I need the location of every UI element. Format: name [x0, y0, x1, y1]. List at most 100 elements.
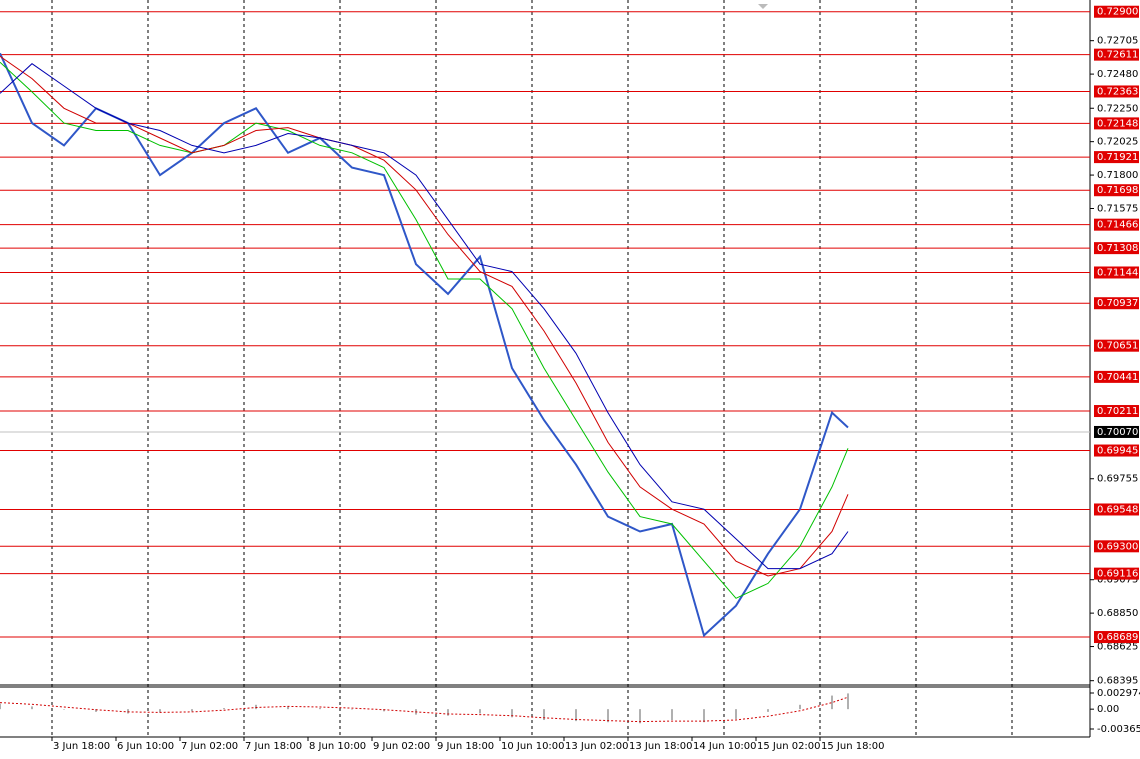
- vertical-grid: [51, 0, 1013, 737]
- osc-bar: [847, 693, 849, 710]
- level-label-box: [1094, 370, 1139, 383]
- level-label: 0.69300: [1097, 541, 1138, 552]
- level-label: 0.72900: [1097, 7, 1138, 18]
- y-tick-label: 0.72480: [1097, 69, 1138, 80]
- level-label-box: [1094, 151, 1139, 164]
- level-label: 0.69116: [1097, 569, 1138, 580]
- x-tick-label: 15 Jun 18:00: [821, 741, 885, 752]
- level-label: 0.72363: [1097, 86, 1138, 97]
- level-label: 0.72611: [1097, 50, 1138, 61]
- level-label-box: [1094, 444, 1139, 457]
- shift-marker: [758, 4, 768, 9]
- x-tick-label: 15 Jun 02:00: [757, 741, 821, 752]
- level-label-box: [1094, 540, 1139, 553]
- level-label-box: [1094, 5, 1139, 18]
- level-label: 0.70937: [1097, 298, 1138, 309]
- osc-bar: [319, 708, 321, 710]
- osc-bar: [127, 709, 129, 714]
- osc-bar: [511, 709, 513, 718]
- osc-bar: [447, 709, 449, 716]
- osc-bar: [223, 708, 225, 710]
- osc-bar: [671, 709, 673, 721]
- osc-bar: [287, 706, 289, 710]
- y-tick-label: 0.69075: [1097, 575, 1138, 586]
- level-label: 0.71308: [1097, 243, 1138, 254]
- x-tick-label: 13 Jun 18:00: [629, 741, 693, 752]
- level-label: 0.72148: [1097, 118, 1138, 129]
- level-label: 0.71144: [1097, 267, 1138, 278]
- y-tick-label: 0.72025: [1097, 137, 1138, 148]
- x-tick-label: 8 Jun 10:00: [309, 741, 366, 752]
- osc-bar: [735, 709, 737, 719]
- level-label: 0.70651: [1097, 341, 1138, 352]
- level-label: 0.68689: [1097, 632, 1138, 643]
- level-label-box: [1094, 339, 1139, 352]
- osc-bar: [639, 709, 641, 724]
- level-label-box: [1094, 567, 1139, 580]
- y-tick-label: 0.71800: [1097, 170, 1138, 181]
- x-tick-label: 3 Jun 18:00: [53, 741, 110, 752]
- y-tick-label: 0.72705: [1097, 36, 1138, 47]
- level-label-box: [1094, 266, 1139, 279]
- osc-bar: [383, 709, 385, 712]
- osc-bar: [351, 709, 353, 710]
- x-tick-label: 9 Jun 02:00: [373, 741, 430, 752]
- osc-tick-label: -0.003655: [1097, 724, 1140, 735]
- x-tick-label: 14 Jun 10:00: [693, 741, 757, 752]
- osc-bar: [543, 709, 545, 721]
- price-line: [0, 61, 849, 599]
- osc-bar: [0, 703, 1, 710]
- osc-bar: [159, 709, 161, 713]
- osc-bar: [831, 695, 833, 710]
- x-tick-label: 6 Jun 10:00: [117, 741, 174, 752]
- current-price-box: [1094, 425, 1139, 438]
- x-tick-label: 9 Jun 18:00: [437, 741, 494, 752]
- level-label: 0.70441: [1097, 372, 1138, 383]
- osc-signal: [0, 696, 849, 723]
- level-label-box: [1094, 85, 1139, 98]
- osc-bar: [191, 709, 193, 712]
- y-tick-label: 0.72250: [1097, 103, 1138, 114]
- y-tick-label: 0.68395: [1097, 676, 1138, 687]
- osc-bar: [607, 709, 609, 723]
- osc-bar: [31, 706, 33, 710]
- level-label: 0.71921: [1097, 152, 1138, 163]
- level-label: 0.69548: [1097, 504, 1138, 515]
- y-tick-label: 0.71575: [1097, 203, 1138, 214]
- y-tick-label: 0.69755: [1097, 474, 1138, 485]
- osc-tick-label: 0.00: [1097, 704, 1119, 715]
- osc-bar: [255, 704, 257, 710]
- level-label-box: [1094, 405, 1139, 418]
- level-label-box: [1094, 242, 1139, 255]
- level-label-box: [1094, 218, 1139, 231]
- osc-tick-label: 0.002974: [1097, 688, 1140, 699]
- x-tick-label: 7 Jun 18:00: [245, 741, 302, 752]
- level-label: 0.71466: [1097, 220, 1138, 231]
- x-tick-label: 7 Jun 02:00: [181, 741, 238, 752]
- x-tick-label: 13 Jun 02:00: [565, 741, 629, 752]
- current-price-label: 0.70070: [1097, 427, 1138, 438]
- y-tick-label: 0.68625: [1097, 642, 1138, 653]
- level-label-box: [1094, 184, 1139, 197]
- osc-bar: [63, 709, 65, 710]
- level-label-box: [1094, 503, 1139, 516]
- price-line: [0, 55, 849, 577]
- level-label-box: [1094, 117, 1139, 130]
- y-tick-label: 0.68850: [1097, 608, 1138, 619]
- osc-bar: [767, 709, 769, 712]
- osc-bar: [575, 709, 577, 722]
- level-label: 0.71698: [1097, 185, 1138, 196]
- level-label-box: [1094, 631, 1139, 644]
- level-label: 0.70211: [1097, 406, 1138, 417]
- osc-bar: [95, 709, 97, 712]
- level-label-box: [1094, 297, 1139, 310]
- level-label-box: [1094, 48, 1139, 61]
- osc-bar: [799, 704, 801, 710]
- price-line: [0, 52, 849, 638]
- x-tick-label: 10 Jun 10:00: [501, 741, 565, 752]
- price-line: [0, 63, 849, 570]
- osc-bar: [479, 709, 481, 714]
- level-label: 0.69945: [1097, 446, 1138, 457]
